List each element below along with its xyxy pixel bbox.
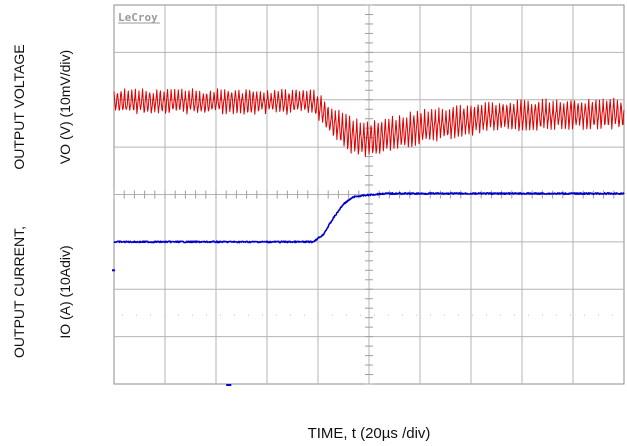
time-xlabel: TIME, t (20µs /div) (308, 425, 431, 442)
logo-background (116, 9, 162, 24)
instrument-logo: LeCroy (118, 11, 158, 24)
voltage-ylabel-line1: OUTPUT VOLTAGE (11, 44, 27, 169)
center-graticule-ticks (113, 4, 625, 385)
traces (112, 88, 625, 386)
voltage-ylabel-line2: VO (V) (10mV/div) (57, 50, 73, 164)
output-voltage-trace (113, 88, 625, 157)
current-ylabel-line2: IO (A) (10Adiv) (57, 245, 73, 338)
output-current-trace (113, 192, 625, 244)
current-ylabel-line1: OUTPUT CURRENT, (11, 226, 27, 358)
